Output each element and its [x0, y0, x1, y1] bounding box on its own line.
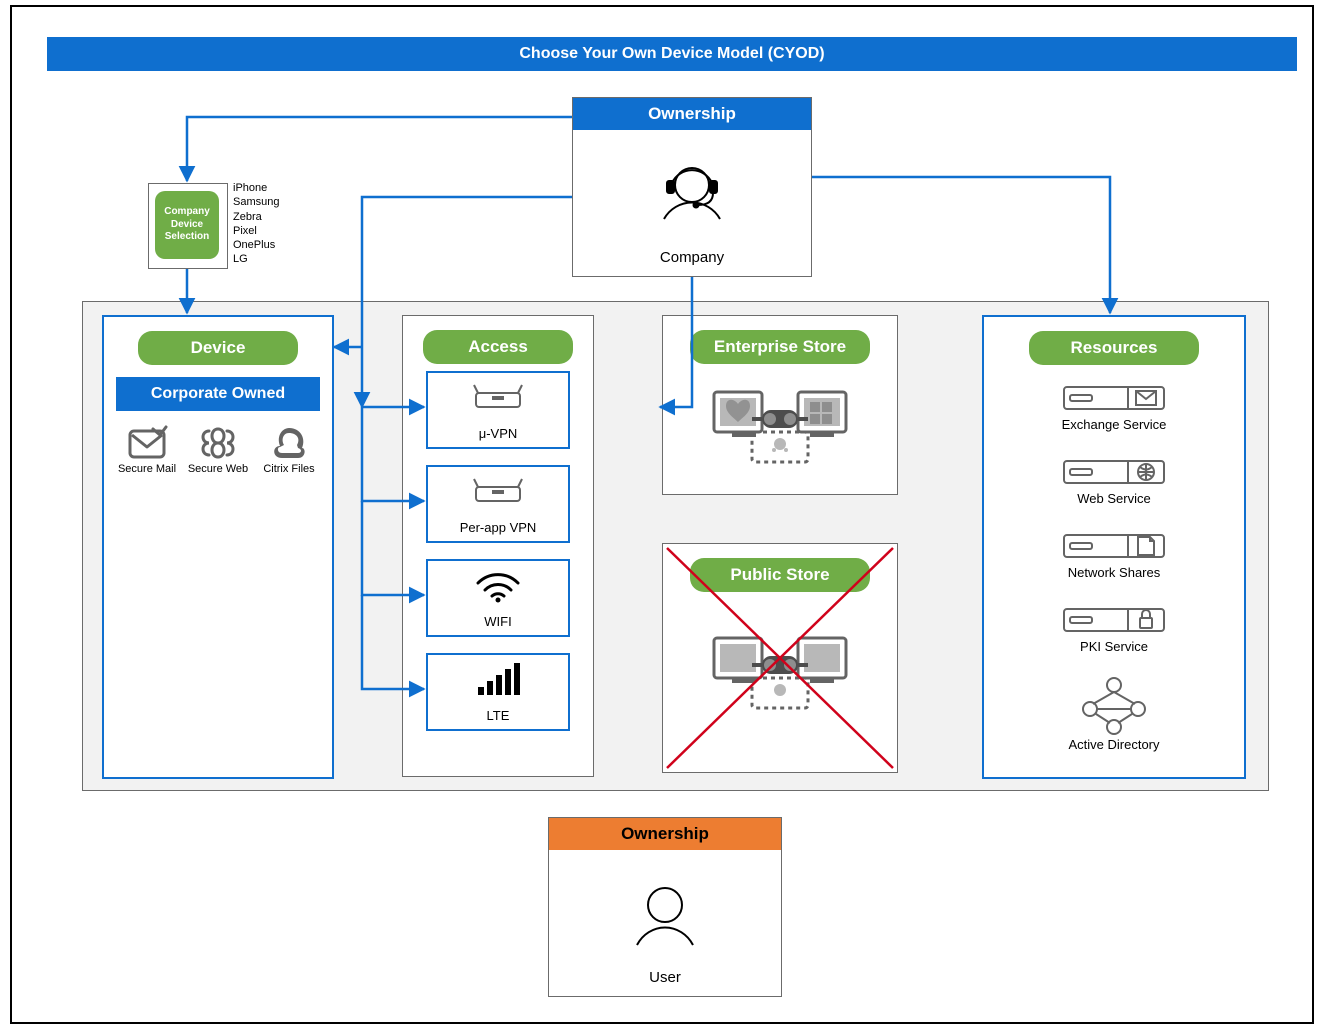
diagram-frame: Choose Your Own Device Model (CYOD) Owne…	[10, 5, 1314, 1024]
connector-arrows	[12, 7, 1312, 1022]
